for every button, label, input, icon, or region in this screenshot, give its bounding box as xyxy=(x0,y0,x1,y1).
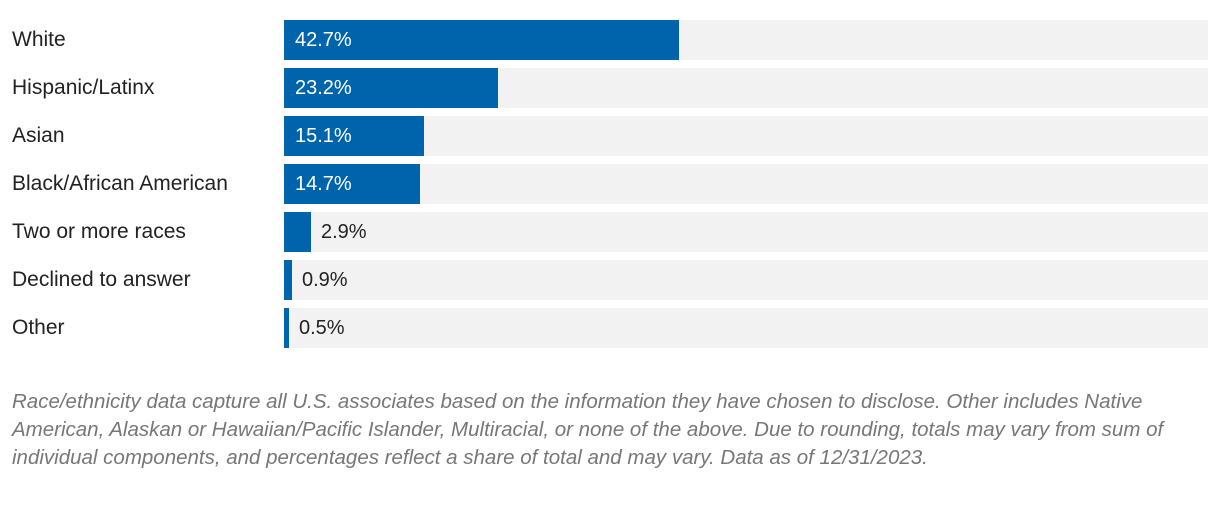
value-label: 0.5% xyxy=(299,317,345,339)
chart-footnote: Race/ethnicity data capture all U.S. ass… xyxy=(12,390,1164,469)
bar-chart: White 42.7% Hispanic/Latinx 23.2% Asian 15.1%… xyxy=(0,20,1220,350)
bar xyxy=(284,308,289,348)
value-label: 14.7% xyxy=(295,173,352,195)
value-label: 15.1% xyxy=(295,125,352,147)
bar-row: Other 0.5% xyxy=(0,308,1220,348)
bar-track xyxy=(284,308,1208,348)
bar xyxy=(284,20,679,60)
category-label: Black/African American xyxy=(12,172,228,195)
category-label: Other xyxy=(12,316,65,339)
bar-row: Two or more races 2.9% xyxy=(0,212,1220,252)
bar-row: Asian 15.1% xyxy=(0,116,1220,156)
value-label: 42.7% xyxy=(295,29,352,51)
category-label: Two or more races xyxy=(12,220,186,243)
bar-track xyxy=(284,116,1208,156)
bar-track xyxy=(284,164,1208,204)
bar-row: Black/African American 14.7% xyxy=(0,164,1220,204)
bar xyxy=(284,260,292,300)
bar xyxy=(284,116,424,156)
bar-row: White 42.7% xyxy=(0,20,1220,60)
bar xyxy=(284,68,498,108)
value-label: 0.9% xyxy=(302,269,348,291)
bar-row: Declined to answer 0.9% xyxy=(0,260,1220,300)
category-label: Asian xyxy=(12,124,65,147)
bar-track xyxy=(284,260,1208,300)
category-label: Declined to answer xyxy=(12,268,191,291)
category-label: White xyxy=(12,28,66,51)
bar xyxy=(284,212,311,252)
bar xyxy=(284,164,420,204)
bar-track xyxy=(284,212,1208,252)
category-label: Hispanic/Latinx xyxy=(12,76,155,99)
bar-row: Hispanic/Latinx 23.2% xyxy=(0,68,1220,108)
value-label: 23.2% xyxy=(295,77,352,99)
value-label: 2.9% xyxy=(321,221,367,243)
